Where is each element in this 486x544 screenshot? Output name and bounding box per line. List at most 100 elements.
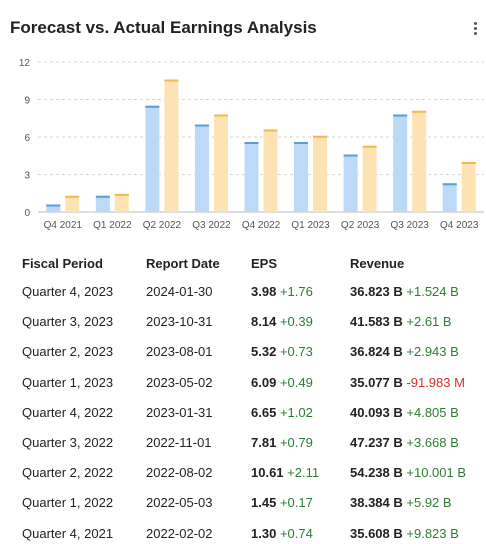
table-row: Quarter 3, 2023 2023-10-31 8.14 +0.39 41.58…: [0, 312, 486, 332]
fiscal-period: Quarter 3, 2022: [22, 435, 114, 450]
report-date: 2023-08-01: [146, 344, 213, 360]
fiscal-period: Quarter 4, 2021: [22, 525, 114, 541]
y-tick-label: 0: [24, 208, 30, 219]
revenue-cell: 47.237 B +3.668 B: [350, 433, 459, 453]
eps-diff: +0.73: [279, 344, 313, 360]
revenue-value: 40.093 B: [350, 404, 403, 420]
eps-cell: 7.81 +0.79: [251, 433, 313, 453]
header-fiscal-period: Fiscal Period: [22, 256, 103, 271]
eps-value: 3.98: [251, 284, 277, 299]
forecast-bar-cap: [313, 135, 328, 138]
forecast-bar-cap: [114, 193, 129, 196]
actual-bar-cap: [194, 124, 209, 127]
revenue-diff: +1.524 B: [406, 284, 459, 299]
fiscal-period: Quarter 4, 2022: [22, 404, 114, 420]
eps-value: 10.61: [251, 465, 284, 481]
revenue-cell: 36.823 B +1.524 B: [350, 282, 459, 302]
eps-diff: +1.02: [279, 404, 313, 420]
forecast-bar-cap: [412, 110, 427, 113]
forecast-bar: [313, 135, 328, 212]
x-tick-label: Q1 2023: [291, 220, 330, 231]
eps-value: 5.32: [251, 344, 277, 360]
report-date: 2024-01-30: [146, 284, 213, 299]
table-row: Quarter 3, 2022 2022-11-01 7.81 +0.79 47.23…: [0, 433, 486, 453]
report-date: 2023-05-02: [146, 374, 213, 390]
eps-cell: 6.65 +1.02: [251, 403, 313, 423]
table-row: Quarter 1, 2023 2023-05-02 6.09 +0.49 35.07…: [0, 373, 486, 393]
revenue-cell: 35.608 B +9.823 B: [350, 524, 459, 544]
y-tick-label: 12: [19, 58, 31, 69]
revenue-cell: 35.077 B -91.983 M: [350, 373, 465, 393]
revenue-diff: +4.805 B: [406, 404, 459, 420]
table-header: Fiscal Period Report Date EPS Revenue: [0, 254, 486, 274]
eps-value: 6.09: [251, 374, 277, 390]
eps-cell: 5.32 +0.73: [251, 342, 313, 362]
eps-diff: +2.11: [287, 465, 320, 481]
more-vertical-icon[interactable]: [470, 18, 480, 38]
eps-diff: +0.39: [279, 314, 313, 330]
eps-value: 8.14: [251, 314, 277, 330]
table-row: Quarter 4, 2023 2024-01-30 3.98 +1.76 36.82…: [0, 282, 486, 302]
fiscal-period: Quarter 1, 2023: [22, 374, 114, 390]
forecast-bar-cap: [65, 195, 80, 198]
fiscal-period: Quarter 4, 2023: [22, 284, 114, 299]
forecast-bar-cap: [213, 114, 228, 117]
revenue-value: 41.583 B: [350, 314, 403, 330]
y-tick-label: 3: [24, 171, 30, 182]
forecast-bar-cap: [461, 162, 476, 164]
revenue-cell: 54.238 B +10.001 B: [350, 463, 466, 483]
actual-bar-cap: [244, 142, 259, 144]
actual-bar-cap: [393, 114, 408, 117]
actual-bar: [442, 183, 457, 212]
revenue-value: 36.824 B: [350, 344, 403, 360]
eps-value: 6.65: [251, 404, 277, 420]
actual-bar: [145, 105, 160, 212]
x-tick-label: Q1 2022: [93, 220, 132, 231]
revenue-cell: 41.583 B +2.61 B: [350, 312, 452, 332]
actual-bar-cap: [46, 204, 61, 207]
earnings-bar-chart: 0 3 6 9 12 Q4 2021 Q1 2022 Q2 2022 Q3 2022 Q4 202…: [19, 58, 484, 231]
y-tick-label: 6: [24, 133, 30, 144]
actual-bar-cap: [343, 154, 358, 157]
actual-bar: [194, 124, 209, 212]
eps-value: 7.81: [251, 435, 277, 450]
x-tick-label: Q2 2022: [143, 220, 182, 231]
fiscal-period: Quarter 3, 2023: [22, 314, 114, 330]
table-row: Quarter 4, 2021 2022-02-02 1.30 +0.74 35.60…: [0, 524, 486, 544]
actual-bar-cap: [145, 105, 160, 108]
revenue-value: 54.238 B: [350, 465, 403, 481]
actual-bar-cap: [442, 183, 457, 186]
fiscal-period: Quarter 2, 2023: [22, 344, 114, 360]
header-report-date: Report Date: [146, 256, 220, 271]
report-date: 2022-05-03: [146, 495, 213, 511]
x-tick-label: Q3 2022: [192, 220, 231, 231]
table-row: Quarter 1, 2022 2022-05-03 1.45 +0.17 38.38…: [0, 493, 486, 513]
revenue-diff: +9.823 B: [406, 525, 459, 541]
x-tick-label: Q4 2022: [242, 220, 281, 231]
report-date: 2023-10-31: [146, 314, 213, 330]
x-tick-label: Q4 2023: [440, 220, 479, 231]
eps-diff: +0.49: [279, 374, 313, 390]
forecast-bar-cap: [362, 145, 377, 148]
forecast-bar: [213, 114, 228, 212]
report-date: 2022-02-02: [146, 525, 213, 541]
forecast-bar-cap: [263, 129, 278, 132]
eps-cell: 3.98 +1.76: [251, 282, 313, 302]
eps-cell: 10.61 +2.11: [251, 463, 319, 483]
revenue-diff: +3.668 B: [406, 435, 459, 450]
x-tick-label: Q2 2023: [341, 220, 380, 231]
actual-bar: [95, 195, 110, 212]
revenue-value: 38.384 B: [350, 495, 403, 511]
table-row: Quarter 2, 2022 2022-08-02 10.61 +2.11 54.2…: [0, 463, 486, 483]
revenue-value: 36.823 B: [350, 284, 403, 299]
revenue-diff: +5.92 B: [406, 495, 452, 511]
report-date: 2023-01-31: [146, 404, 213, 420]
revenue-diff: +10.001 B: [406, 465, 467, 481]
forecast-bar: [412, 110, 427, 212]
header-eps: EPS: [251, 256, 278, 271]
actual-bar-cap: [294, 142, 309, 144]
revenue-cell: 40.093 B +4.805 B: [350, 403, 459, 423]
forecast-bar: [263, 129, 278, 212]
eps-cell: 1.45 +0.17: [251, 493, 313, 513]
revenue-cell: 36.824 B +2.943 B: [350, 342, 459, 362]
